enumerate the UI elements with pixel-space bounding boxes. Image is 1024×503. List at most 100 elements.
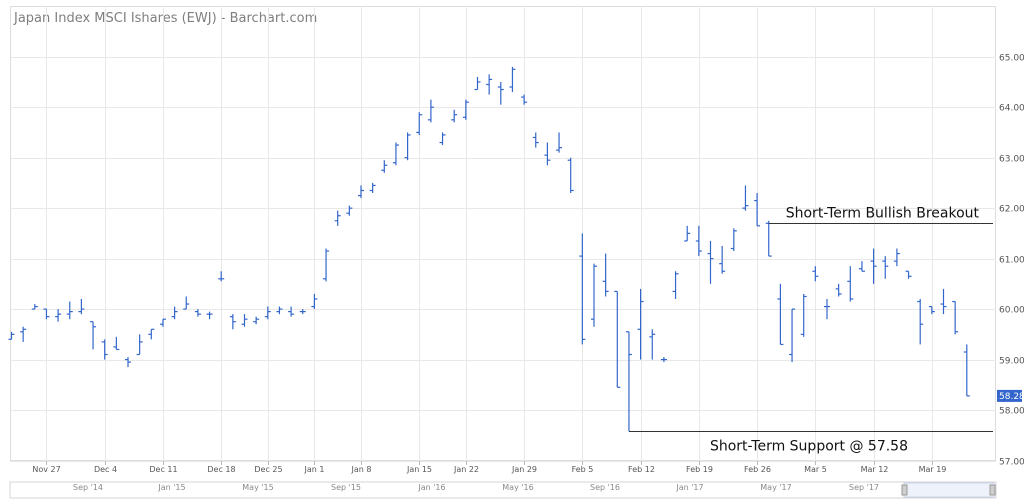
ohlc-bar [8,331,15,340]
ohlc-bar [55,309,62,322]
ohlc-bar [963,344,970,397]
ohlc-bar [800,293,807,337]
ohlc-bar [486,74,493,95]
ohlc-bar [870,248,877,284]
ohlc-bar [509,66,516,93]
x-axis: Nov 27 Dec 4 Dec 11 Dec 18 Dec 25 Jan 1 Jan 8 J… [32,461,946,474]
ohlc-bar [789,308,796,363]
x-tick-label: Nov 27 [32,465,60,474]
navigator-handle-right[interactable] [989,484,996,496]
ohlc-bar [660,357,667,363]
plot-border [10,6,996,461]
ohlc-bar [474,76,481,91]
ohlc-bar [241,314,248,327]
y-tick-label: 63.00 [999,155,1024,165]
ohlc-bar [439,132,446,146]
ohlc-bar [521,94,528,105]
ohlc-bar [20,326,27,342]
ohlc-bar [567,157,574,194]
navigator-tick-label: Sep '15 [331,483,361,492]
last-price-label: 58.28 [999,392,1024,402]
y-tick-label: 65.00 [999,54,1024,64]
y-tick-label: 61.00 [999,256,1024,266]
ohlc-bar [847,266,854,302]
ohlc-bar [171,306,178,320]
ohlc-bar [614,290,621,388]
ohlc-bar [824,298,830,320]
ohlc-bar [276,306,283,315]
x-tick-label: Jan 8 [351,465,372,474]
ohlc-bar [125,357,131,368]
ohlc-bar [858,261,865,272]
ohlc-bar [579,233,586,345]
y-tick-label: 57.00 [999,458,1024,468]
ohlc-bar [358,185,364,199]
ohlc-bar [323,248,330,282]
navigator-window[interactable] [903,482,995,498]
ohlc-bar [136,334,143,356]
x-tick-label: Feb 26 [744,465,771,474]
ohlc-bar [544,142,551,166]
ohlc-bar [625,331,632,432]
ohlc-bar [101,339,108,360]
ohlc-bar [31,304,38,310]
navigator-tick-label: Sep '16 [590,483,620,492]
navigator-handle-left[interactable] [901,484,908,496]
ohlc-bar [229,314,236,330]
ohlc-bar [707,240,714,284]
ohlc-bar [917,298,924,345]
ohlc-bar [754,193,761,227]
navigator-tick-label: May '17 [760,483,791,492]
ohlc-bar [288,306,295,317]
ohlc-bar [43,308,50,320]
ohlc-bar [730,228,737,252]
x-tick-label: Dec 11 [149,465,177,474]
navigator-track[interactable] [9,481,997,499]
ohlc-bar [183,296,190,310]
y-tick-label: 64.00 [999,104,1024,114]
ohlc-bar [416,112,423,135]
ohlc-bar [159,318,166,327]
ohlc-bar [882,256,889,279]
ohlc-bar [78,298,85,315]
chart-title: Japan Index MSCI Ishares (EWJ) - Barchar… [13,11,317,26]
x-tick-label: Jan 22 [453,465,479,474]
ohlc-bar [392,142,399,166]
ohlc-bar [649,329,656,360]
ohlc-bar [253,316,260,325]
x-tick-label: Mar 5 [804,465,827,474]
x-tick-label: Dec 4 [94,465,117,474]
x-tick-label: Dec 25 [254,465,282,474]
navigator-tick-label: Jan '15 [157,483,185,492]
navigator-tick-label: Sep '14 [73,483,103,492]
ohlc-bar [451,109,458,123]
breakout-label: Short-Term Bullish Breakout [786,206,980,222]
time-navigator[interactable]: Sep '14 Jan '15 May '15 Sep '15 Jan '16 May '… [9,481,997,499]
navigator-tick-label: May '16 [502,483,533,492]
ohlc-bar [334,210,341,226]
ohlc-bar [742,185,749,211]
gridlines [10,6,996,462]
ohlc-bar [556,132,563,153]
last-price: 58.28 [997,389,1024,402]
ohlc-bar [893,248,900,267]
ohlc-bar [90,321,97,350]
x-tick-label: Mar 19 [919,465,947,474]
navigator-tick-label: May '15 [242,483,273,492]
ohlc-bar [369,182,376,194]
y-axis: 65.00 64.00 63.00 62.00 61.00 60.00 59.00 58.00… [999,54,1024,468]
x-tick-label: Dec 18 [207,465,235,474]
ohlc-bar [812,266,819,282]
x-tick-label: Jan 1 [304,465,325,474]
ohlc-bar [427,99,434,123]
ohlc-bar [765,220,772,257]
ohlc-bar [695,225,702,257]
ohlc-bar [940,288,947,315]
ohlc-bar [381,160,388,173]
y-tick-label: 60.00 [999,306,1024,316]
support-label: Short-Term Support @ 57.58 [710,439,908,455]
y-tick-label: 62.00 [999,205,1024,215]
ohlc-bar [194,309,201,317]
ohlc-bar [928,305,935,315]
